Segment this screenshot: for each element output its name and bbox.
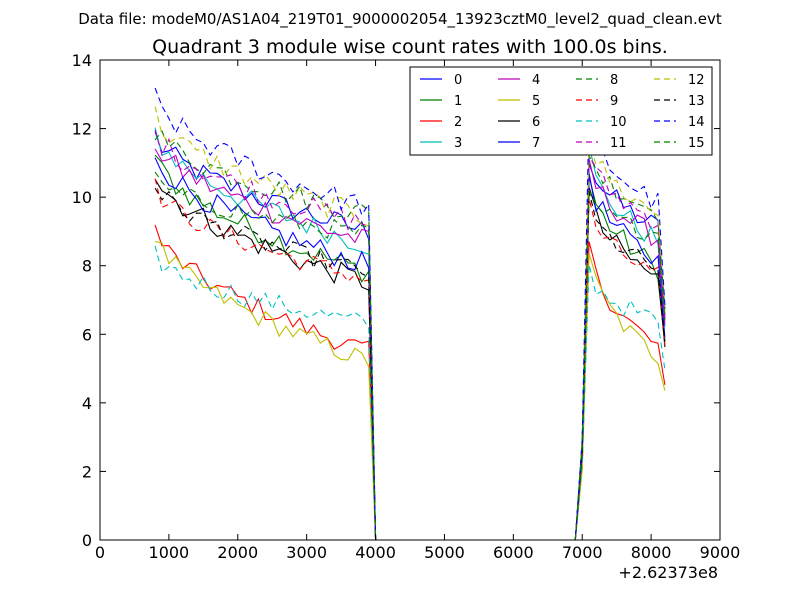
series-line-1 [154,154,666,541]
legend-label-2: 2 [454,115,462,130]
legend-label-0: 0 [454,73,462,88]
legend-label-6: 6 [532,115,540,130]
series-line-15 [154,171,666,541]
x-tick-label: 6000 [493,543,534,562]
x-tick-label: 7000 [562,543,603,562]
y-tick-label: 4 [82,394,92,413]
figure-suptitle: Data file: modeM0/AS1A04_219T01_90000020… [78,10,722,29]
legend-label-1: 1 [454,94,462,109]
x-tick-label: 5000 [424,543,465,562]
series-line-3 [154,127,666,541]
axes-frame [99,59,721,541]
legend-label-4: 4 [532,73,540,88]
legend-label-8: 8 [610,73,618,88]
series-line-7 [154,157,666,541]
y-tick-label: 12 [72,120,92,139]
series-line-4 [154,148,666,541]
legend-label-7: 7 [532,136,540,151]
legend-label-5: 5 [532,94,540,109]
x-tick-label: 4000 [355,543,396,562]
y-tick-label: 8 [82,257,92,276]
y-tick-label: 14 [72,51,92,70]
legend-label-11: 11 [610,136,627,151]
x-tick-label: 3000 [286,543,327,562]
series-line-10 [154,245,666,541]
legend-label-13: 13 [688,94,705,109]
series-layer [154,87,666,541]
legend-label-3: 3 [454,136,462,151]
x-tick-label: 1000 [149,543,190,562]
series-line-14 [154,87,666,541]
series-line-2 [154,224,666,541]
x-tick-label: 8000 [631,543,672,562]
legend-frame [409,66,713,156]
series-line-13 [154,187,666,541]
series-line-5 [155,241,666,541]
series-line-0 [154,131,666,541]
ticks-layer: 0 1000 2000 3000 4000 5000 6000 7000 8000 9000 0 2 4… [72,51,741,562]
legend-label-10: 10 [610,115,627,130]
x-tick-label: 9000 [700,543,741,562]
y-tick-label: 6 [82,325,92,344]
legend-label-12: 12 [688,73,705,88]
series-line-11 [154,129,666,541]
x-offset-label: +2.62373e8 [618,563,718,582]
x-tick-label: 0 [95,543,105,562]
y-tick-label: 2 [82,462,92,481]
legend-label-14: 14 [688,115,705,130]
x-tick-label: 2000 [217,543,258,562]
y-tick-label: 10 [72,188,92,207]
legend-label-9: 9 [610,94,618,109]
legend-label-15: 15 [688,136,705,151]
y-tick-label: 0 [82,531,92,550]
chart-title: Quadrant 3 module wise count rates with … [152,36,668,58]
series-line-9 [154,178,666,541]
series-line-12 [154,106,666,541]
series-line-8 [154,130,666,541]
